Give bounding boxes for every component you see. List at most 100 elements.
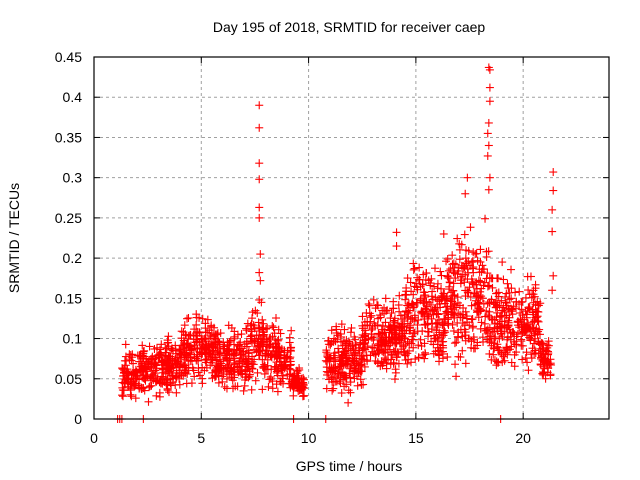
data-point bbox=[548, 286, 557, 295]
data-point bbox=[248, 308, 257, 317]
data-point bbox=[277, 361, 286, 370]
data-point bbox=[322, 346, 331, 355]
data-point bbox=[163, 338, 172, 347]
data-point bbox=[210, 323, 219, 332]
data-point bbox=[209, 332, 218, 341]
data-point bbox=[340, 382, 349, 391]
data-point bbox=[455, 255, 464, 264]
data-point bbox=[258, 355, 267, 364]
data-point bbox=[484, 118, 493, 127]
data-point bbox=[484, 141, 493, 150]
data-point bbox=[469, 280, 478, 289]
data-point bbox=[253, 339, 262, 348]
data-point bbox=[541, 357, 550, 366]
data-point bbox=[276, 377, 285, 386]
data-point bbox=[483, 269, 492, 278]
data-point bbox=[258, 385, 267, 394]
data-point bbox=[208, 356, 217, 365]
data-point bbox=[483, 151, 492, 160]
data-point bbox=[393, 319, 402, 328]
data-point bbox=[142, 354, 151, 363]
data-point bbox=[495, 346, 504, 355]
data-point bbox=[216, 329, 225, 338]
data-point bbox=[456, 276, 465, 285]
x-axis-label: GPS time / hours bbox=[296, 458, 403, 474]
data-point bbox=[181, 330, 190, 339]
data-point bbox=[515, 323, 524, 332]
data-point bbox=[529, 298, 538, 307]
data-point bbox=[461, 189, 470, 198]
data-point bbox=[236, 353, 245, 362]
data-point bbox=[421, 348, 430, 357]
data-point bbox=[248, 314, 257, 323]
data-point bbox=[148, 352, 157, 361]
data-point bbox=[428, 306, 437, 315]
data-point bbox=[485, 83, 494, 92]
data-point bbox=[286, 365, 295, 374]
data-point bbox=[366, 313, 375, 322]
data-point bbox=[259, 319, 268, 328]
data-point bbox=[434, 350, 443, 359]
data-point bbox=[254, 318, 263, 327]
data-point bbox=[396, 311, 405, 320]
data-point bbox=[431, 293, 440, 302]
data-point bbox=[477, 292, 486, 301]
data-point bbox=[549, 271, 558, 280]
data-point bbox=[429, 340, 438, 349]
data-point bbox=[344, 386, 353, 395]
data-point bbox=[233, 330, 242, 339]
data-point bbox=[203, 315, 212, 324]
data-point bbox=[126, 383, 135, 392]
data-point bbox=[405, 326, 414, 335]
data-point bbox=[145, 342, 154, 351]
data-point bbox=[531, 284, 540, 293]
data-point bbox=[504, 318, 513, 327]
data-point bbox=[420, 314, 429, 323]
data-point bbox=[234, 368, 243, 377]
data-point bbox=[253, 309, 262, 318]
data-point bbox=[500, 356, 509, 365]
data-point bbox=[179, 371, 188, 380]
data-point bbox=[255, 101, 264, 110]
data-point bbox=[444, 308, 453, 317]
data-point bbox=[533, 316, 542, 325]
data-point bbox=[118, 364, 127, 373]
data-point bbox=[433, 343, 442, 352]
data-point bbox=[246, 321, 255, 330]
data-point bbox=[218, 377, 227, 386]
data-point bbox=[506, 304, 515, 313]
data-point bbox=[546, 371, 555, 380]
data-point bbox=[391, 339, 400, 348]
data-point bbox=[540, 364, 549, 373]
data-point bbox=[400, 333, 409, 342]
data-point bbox=[479, 337, 488, 346]
data-point bbox=[276, 377, 285, 386]
data-point bbox=[457, 240, 466, 249]
data-point bbox=[356, 375, 365, 384]
data-point bbox=[192, 320, 201, 329]
data-point bbox=[350, 367, 359, 376]
data-point bbox=[190, 372, 199, 381]
data-point bbox=[344, 398, 353, 407]
data-point bbox=[289, 391, 298, 400]
data-point bbox=[450, 299, 459, 308]
data-point bbox=[382, 364, 391, 373]
data-point bbox=[255, 123, 264, 132]
data-point bbox=[255, 327, 264, 336]
data-point bbox=[476, 324, 485, 333]
data-point bbox=[448, 291, 457, 300]
data-point bbox=[450, 311, 459, 320]
data-point bbox=[180, 340, 189, 349]
data-point bbox=[160, 352, 169, 361]
data-point bbox=[502, 301, 511, 310]
data-point bbox=[323, 357, 332, 366]
data-point bbox=[340, 325, 349, 334]
data-point bbox=[157, 360, 166, 369]
data-point bbox=[487, 274, 496, 283]
data-point bbox=[485, 65, 494, 74]
data-point bbox=[198, 379, 207, 388]
data-point bbox=[255, 159, 264, 168]
data-point bbox=[340, 347, 349, 356]
data-point bbox=[251, 376, 260, 385]
data-point bbox=[266, 372, 275, 381]
